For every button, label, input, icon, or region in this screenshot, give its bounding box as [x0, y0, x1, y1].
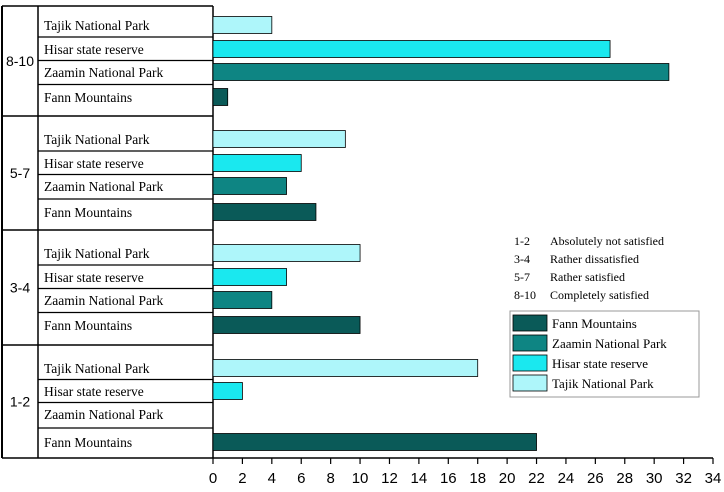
category-label: Hisar state reserve — [44, 156, 144, 171]
category-label: Fann Mountains — [44, 90, 132, 105]
x-tick-label: 18 — [469, 470, 486, 487]
scale-note-meaning: Rather dissatisfied — [550, 252, 639, 266]
legend-label: Tajik National Park — [552, 376, 654, 391]
scale-note-code: 5-7 — [514, 270, 530, 284]
category-label: Zaamin National Park — [44, 65, 163, 80]
x-tick-label: 32 — [675, 470, 692, 487]
legend-swatch — [512, 314, 548, 332]
x-tick-label: 4 — [268, 470, 276, 487]
category-label: Tajik National Park — [44, 132, 150, 147]
scale-note-meaning: Rather satisfied — [550, 270, 625, 284]
category-label: Hisar state reserve — [44, 270, 144, 285]
category-label: Fann Mountains — [44, 318, 132, 333]
legend-label: Zaamin National Park — [552, 336, 667, 351]
legend-swatch — [512, 334, 548, 352]
x-tick-label: 2 — [238, 470, 246, 487]
x-tick-label: 6 — [297, 470, 305, 487]
group-label: 1-2 — [10, 394, 30, 410]
scale-note-meaning: Completely satisfied — [550, 288, 649, 302]
x-tick-label: 8 — [326, 470, 334, 487]
category-label: Tajik National Park — [44, 361, 150, 376]
scale-note-code: 3-4 — [514, 252, 530, 266]
bar — [212, 16, 273, 34]
bar — [212, 154, 302, 172]
bar — [212, 291, 273, 309]
legend-label: Fann Mountains — [552, 316, 637, 331]
x-tick-label: 24 — [558, 470, 575, 487]
group-label: 8-10 — [6, 53, 34, 69]
x-tick-label: 26 — [587, 470, 604, 487]
x-tick-label: 12 — [381, 470, 398, 487]
bar — [212, 130, 346, 148]
x-tick-label: 30 — [646, 470, 663, 487]
scale-note-code: 8-10 — [514, 288, 536, 302]
x-tick-label: 20 — [499, 470, 516, 487]
bar — [212, 177, 287, 195]
category-label: Zaamin National Park — [44, 293, 163, 308]
bar — [212, 244, 361, 262]
bar — [212, 433, 537, 451]
legend-swatch — [512, 374, 548, 392]
bar — [212, 203, 317, 221]
bar — [212, 63, 670, 81]
x-tick-label: 16 — [440, 470, 457, 487]
category-label: Fann Mountains — [44, 205, 132, 220]
group-label: 3-4 — [10, 280, 30, 296]
group-label: 5-7 — [10, 165, 30, 181]
category-label: Fann Mountains — [44, 435, 132, 450]
category-label: Tajik National Park — [44, 18, 150, 33]
bar — [212, 382, 243, 400]
category-label: Zaamin National Park — [44, 179, 163, 194]
x-tick-label: 10 — [352, 470, 369, 487]
scale-note-meaning: Absolutely not satisfied — [550, 234, 664, 248]
x-tick-label: 0 — [209, 470, 217, 487]
bar — [212, 359, 479, 377]
x-tick-label: 14 — [411, 470, 428, 487]
category-label: Tajik National Park — [44, 246, 150, 261]
bar — [212, 316, 361, 334]
legend-swatch — [512, 354, 548, 372]
legend-label: Hisar state reserve — [552, 356, 648, 371]
bar — [212, 88, 229, 106]
bar — [212, 40, 611, 58]
x-tick-label: 22 — [528, 470, 545, 487]
category-label: Hisar state reserve — [44, 384, 144, 399]
x-tick-label: 28 — [616, 470, 633, 487]
scale-note-code: 1-2 — [514, 234, 530, 248]
x-tick-label: 34 — [705, 470, 722, 487]
bar — [212, 268, 287, 286]
category-label: Zaamin National Park — [44, 407, 163, 422]
category-label: Hisar state reserve — [44, 42, 144, 57]
